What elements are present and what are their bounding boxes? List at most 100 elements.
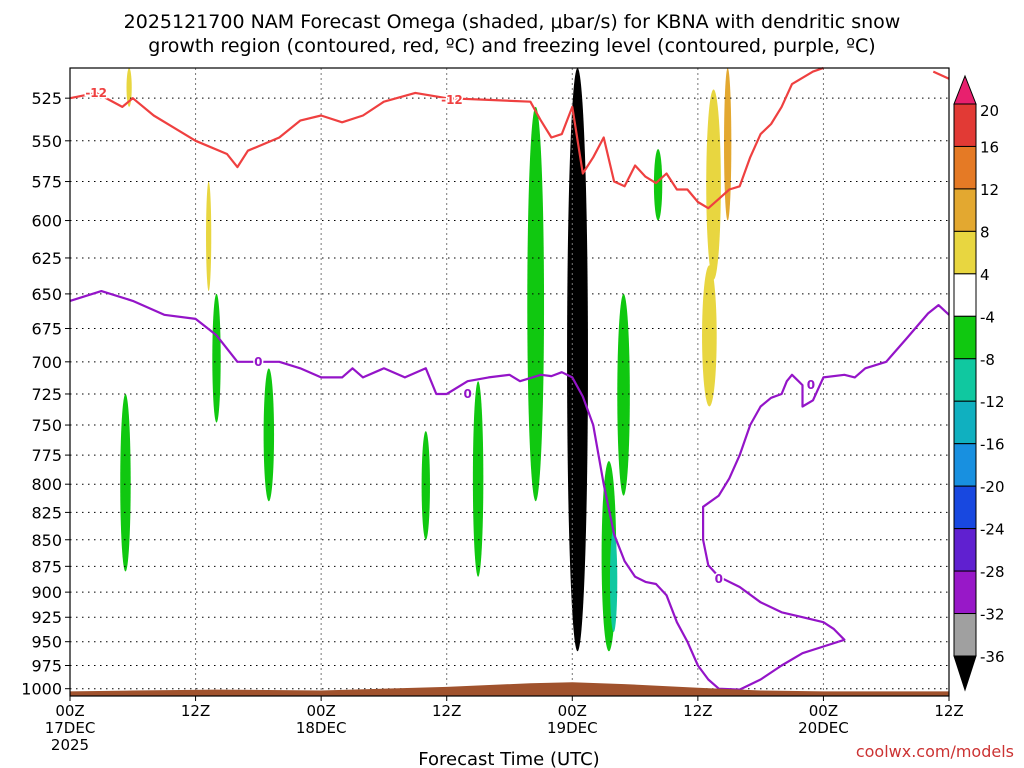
colorbar-swatch-9 <box>953 443 977 487</box>
freezing-label-4: 0 <box>805 377 816 394</box>
colorbar-swatch-10 <box>953 485 977 530</box>
y-tick-label-8: 725 <box>31 385 62 404</box>
y-tick-label-4: 625 <box>31 249 62 268</box>
colorbar-swatch-6 <box>953 315 977 360</box>
omega-feature-4 <box>472 381 484 577</box>
y-tick-label-19: 1000 <box>21 680 62 699</box>
x-tick-label-6-line1: 00Z <box>809 702 838 720</box>
y-tick-label-11: 800 <box>31 475 62 494</box>
omega-feature-0 <box>120 393 131 572</box>
y-tick-label-17: 950 <box>31 633 62 652</box>
omega-feature-10 <box>706 89 721 280</box>
y-tick-label-7: 700 <box>31 353 62 372</box>
colorbar-label-8: -16 <box>980 436 1005 454</box>
omega-feature-2 <box>263 368 275 502</box>
y-tick-label-0: 525 <box>31 89 62 108</box>
x-tick-label-4-line2: 19DEC <box>547 719 598 737</box>
omega-feature-1 <box>212 293 221 423</box>
colorbar-label-11: -28 <box>980 563 1005 581</box>
y-tick-label-14: 875 <box>31 557 62 576</box>
omega-feature-14 <box>126 68 132 107</box>
credit-text: coolwx.com/models <box>856 742 1014 761</box>
colorbar-swatch-7 <box>953 358 977 402</box>
svg-text:-12: -12 <box>441 93 463 107</box>
colorbar-label-5: -4 <box>980 308 995 326</box>
x-tick-label-7-line1: 12Z <box>934 702 963 720</box>
y-tick-label-2: 575 <box>31 173 62 192</box>
dendritic-contour <box>69 66 824 210</box>
omega-feature-5 <box>527 106 545 502</box>
omega-feature-9 <box>609 528 618 632</box>
omega-feature-3 <box>421 431 430 540</box>
contours: -12 -12 0 0 0 0 <box>69 66 950 691</box>
y-tick-label-16: 925 <box>31 608 62 627</box>
colorbar-swatch-13 <box>953 613 977 657</box>
y-tick-label-10: 775 <box>31 446 62 465</box>
colorbar-label-7: -12 <box>980 393 1005 411</box>
colorbar-swatch-1 <box>953 103 977 147</box>
chart-title-line2: growth region (contoured, red, ºC) and f… <box>148 35 875 57</box>
svg-text:0: 0 <box>715 572 723 586</box>
colorbar-swatch-5 <box>953 273 977 317</box>
svg-text:0: 0 <box>463 387 471 401</box>
dendritic-contour-2 <box>932 70 950 80</box>
colorbar-label-13: -36 <box>980 648 1005 666</box>
plot-frame <box>69 67 950 697</box>
colorbar-swatch-8 <box>953 400 977 445</box>
dendritic-label-1: -12 <box>84 84 109 101</box>
y-tick-label-12: 825 <box>31 503 62 522</box>
x-tick-label-2-line1: 00Z <box>306 702 335 720</box>
y-tick-label-9: 750 <box>31 416 62 435</box>
omega-feature-13 <box>206 181 212 292</box>
x-axis-label: Forecast Time (UTC) <box>418 749 599 768</box>
x-tick-label-0-line1: 00Z <box>55 702 84 720</box>
x-tick-label-6-line2: 20DEC <box>798 719 849 737</box>
colorbar-label-0: 20 <box>980 102 999 120</box>
omega-feature-15 <box>567 68 588 652</box>
colorbar-swatch-3 <box>953 188 977 232</box>
x-tick-label-5-line1: 12Z <box>683 702 712 720</box>
colorbar-label-12: -32 <box>980 606 1005 624</box>
dendritic-label-2: -12 <box>440 91 465 108</box>
y-tick-label-6: 675 <box>31 319 62 338</box>
y-tick-label-13: 850 <box>31 531 62 550</box>
colorbar-swatch-4 <box>953 230 977 275</box>
x-tick-label-2-line2: 18DEC <box>296 719 347 737</box>
colorbar-label-6: -8 <box>980 351 995 369</box>
colorbar-label-4: 4 <box>980 266 990 284</box>
colorbar-bottom-arrow <box>953 655 977 692</box>
colorbar-label-2: 12 <box>980 181 999 199</box>
omega-feature-12 <box>724 68 732 221</box>
colorbar-swatch-11 <box>953 528 977 572</box>
colorbar: 20 16 12 8 4 -4 -8 -12 -16 -20 -24 -28 -32 -36 <box>953 74 1005 692</box>
x-tick-label-0-line3: 2025 <box>51 736 89 754</box>
y-tick-label-15: 900 <box>31 583 62 602</box>
svg-text:-12: -12 <box>85 86 107 100</box>
plot-area <box>120 68 732 652</box>
freezing-contour <box>69 290 950 691</box>
x-tick-label-1-line1: 12Z <box>181 702 210 720</box>
colorbar-swatch-12 <box>953 570 977 615</box>
svg-text:0: 0 <box>807 378 815 392</box>
x-tick-label-0-line2: 17DEC <box>45 719 96 737</box>
colorbar-label-9: -20 <box>980 478 1005 496</box>
colorbar-label-3: 8 <box>980 223 990 241</box>
y-tick-label-3: 600 <box>31 212 62 231</box>
omega-feature-8 <box>653 149 663 221</box>
svg-text:0: 0 <box>254 355 262 369</box>
chart-title-line1: 2025121700 NAM Forecast Omega (shaded, μ… <box>124 11 901 33</box>
omega-feature-11 <box>702 265 717 407</box>
x-tick-label-4-line1: 00Z <box>558 702 587 720</box>
freezing-label-1: 0 <box>253 353 264 370</box>
freezing-label-2: 0 <box>462 385 473 402</box>
freezing-label-3: 0 <box>713 570 724 587</box>
colorbar-swatch-2 <box>953 145 977 190</box>
y-tick-label-18: 975 <box>31 656 62 675</box>
omega-feature-7 <box>617 293 630 496</box>
ground-layer <box>70 682 949 696</box>
y-axis: 525 550 575 600 625 650 675 700 725 750 775 800 825 8… <box>21 89 70 699</box>
colorbar-label-10: -24 <box>980 521 1005 539</box>
